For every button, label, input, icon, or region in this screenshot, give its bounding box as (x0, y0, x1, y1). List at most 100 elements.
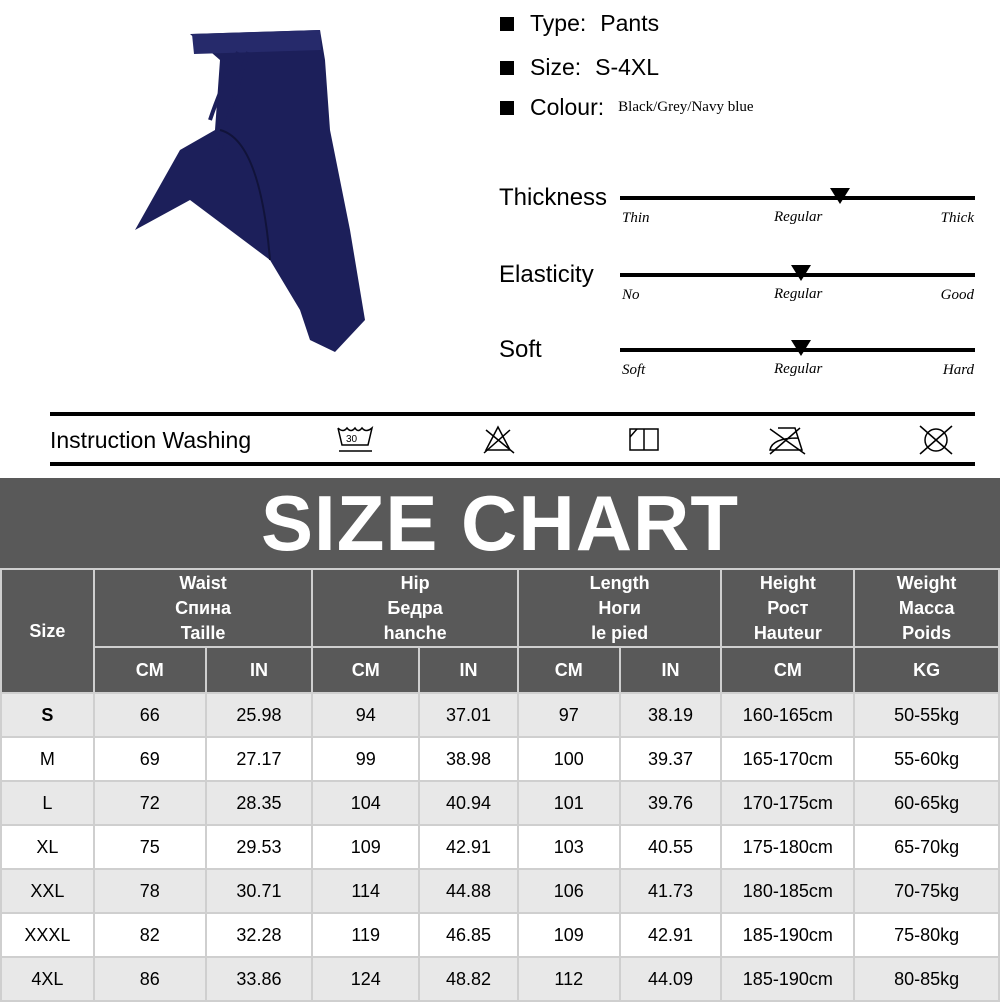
column-group-header: Weight Масса Poids (853, 568, 1000, 648)
table-cell: 29.53 (204, 824, 314, 870)
table-row: S 66 25.98 94 37.01 97 38.19 160-165cm 50-55kg (0, 692, 1000, 738)
table-cell: 112 (516, 956, 621, 1002)
table-cell: 97 (516, 692, 621, 738)
table-cell: 28.35 (204, 780, 314, 826)
no-tumble-dry-icon (919, 425, 953, 455)
unit-header: CM (311, 646, 421, 694)
column-group-header: Height Рост Hauteur (720, 568, 856, 648)
size-cell: XXXL (0, 912, 95, 958)
table-cell: 185-190cm (720, 912, 856, 958)
rating-max: Hard (942, 362, 974, 378)
table-cell: 100 (516, 736, 621, 782)
table-row: M 69 27.17 99 38.98 100 39.37 165-170cm 55-60kg (0, 736, 1000, 782)
size-chart-title: SIZE CHART (0, 478, 1000, 568)
spec-label: Size: (530, 54, 582, 80)
size-cell: M (0, 736, 95, 782)
column-group-header: Hip Бедра hanche (311, 568, 519, 648)
table-cell: 50-55kg (853, 692, 1000, 738)
table-cell: 180-185cm (720, 868, 856, 914)
washing-label: Instruction Washing (50, 427, 252, 453)
rating-marker (791, 265, 812, 281)
table-cell: 72 (92, 780, 207, 826)
unit-header: IN (204, 646, 314, 694)
table-cell: 109 (516, 912, 621, 958)
column-group-header: Waist Спина Taille (92, 568, 314, 648)
bullet-icon (500, 100, 514, 115)
spec-value: S-4XL (595, 54, 660, 80)
header-fr: Taille (180, 622, 226, 643)
table-cell: 48.82 (418, 956, 519, 1002)
header-en: Hip (400, 572, 430, 593)
table-cell: 38.98 (418, 736, 519, 782)
rating-bar (620, 196, 975, 200)
table-cell: 160-165cm (720, 692, 856, 738)
header-en: Waist (179, 572, 227, 593)
table-cell: 42.91 (618, 912, 723, 958)
wash-30-icon: 30 (337, 425, 374, 452)
no-bleach-icon (483, 425, 515, 454)
header-en: Height (759, 572, 816, 593)
table-cell: 66 (92, 692, 207, 738)
table-cell: 165-170cm (720, 736, 856, 782)
size-cell: 4XL (0, 956, 95, 1002)
unit-header: CM (720, 646, 856, 694)
rating-min: No (622, 287, 640, 303)
table-cell: 101 (516, 780, 621, 826)
column-group-header: Length Ноги le pied (516, 568, 723, 648)
table-row: XXL 78 30.71 114 44.88 106 41.73 180-185cm 70-75… (0, 868, 1000, 914)
no-iron-icon (769, 427, 806, 455)
table-row: 4XL 86 33.86 124 48.82 112 44.09 185-190cm 80-85… (0, 956, 1000, 1002)
spec-row: Colour: Black/Grey/Navy blue (500, 94, 754, 121)
unit-header: CM (92, 646, 207, 694)
table-cell: 39.37 (618, 736, 723, 782)
table-cell: 44.09 (618, 956, 723, 1002)
size-header: Size (0, 568, 95, 694)
rating-label: Elasticity (499, 261, 594, 288)
table-cell: 109 (311, 824, 421, 870)
spec-row: Size: S-4XL (500, 54, 659, 81)
spec-value: Black/Grey/Navy blue (618, 99, 754, 115)
header-en: Weight (896, 572, 957, 593)
table-cell: 27.17 (204, 736, 314, 782)
header-fr: Hauteur (753, 622, 822, 643)
header-ru: Рост (767, 597, 809, 618)
spec-label: Type: (530, 10, 587, 36)
table-cell: 39.76 (618, 780, 723, 826)
unit-header: IN (618, 646, 723, 694)
table-row: L 72 28.35 104 40.94 101 39.76 170-175cm 60-65kg (0, 780, 1000, 826)
size-cell: L (0, 780, 95, 826)
table-row: XL 75 29.53 109 42.91 103 40.55 175-180cm 65-70k… (0, 824, 1000, 870)
table-cell: 42.91 (418, 824, 519, 870)
rating-min: Thin (622, 210, 650, 226)
spec-row: Type: Pants (500, 10, 659, 37)
header-fr: hanche (383, 622, 447, 643)
header-en: Length (589, 572, 650, 593)
pants-image (135, 30, 365, 352)
table-cell: 25.98 (204, 692, 314, 738)
table-cell: 46.85 (418, 912, 519, 958)
unit-header: IN (418, 646, 519, 694)
table-cell: 60-65kg (853, 780, 1000, 826)
table-cell: 124 (311, 956, 421, 1002)
divider (50, 462, 975, 466)
table-cell: 55-60kg (853, 736, 1000, 782)
divider (50, 412, 975, 416)
table-cell: 99 (311, 736, 421, 782)
table-cell: 38.19 (618, 692, 723, 738)
table-cell: 70-75kg (853, 868, 1000, 914)
svg-text:30: 30 (346, 434, 358, 445)
size-cell: XXL (0, 868, 95, 914)
table-cell: 80-85kg (853, 956, 1000, 1002)
spec-label: Colour: (530, 94, 605, 120)
table-cell: 30.71 (204, 868, 314, 914)
table-cell: 185-190cm (720, 956, 856, 1002)
table-cell: 103 (516, 824, 621, 870)
table-cell: 40.55 (618, 824, 723, 870)
rating-mid: Regular (774, 361, 823, 377)
rating-mid: Regular (774, 209, 823, 225)
rating-max: Good (940, 287, 974, 303)
table-cell: 175-180cm (720, 824, 856, 870)
table-cell: 44.88 (418, 868, 519, 914)
size-table: Size Waist Спина Taille Hip Бедра hanche Length… (0, 568, 1000, 1002)
dry-flat-icon (629, 428, 659, 451)
